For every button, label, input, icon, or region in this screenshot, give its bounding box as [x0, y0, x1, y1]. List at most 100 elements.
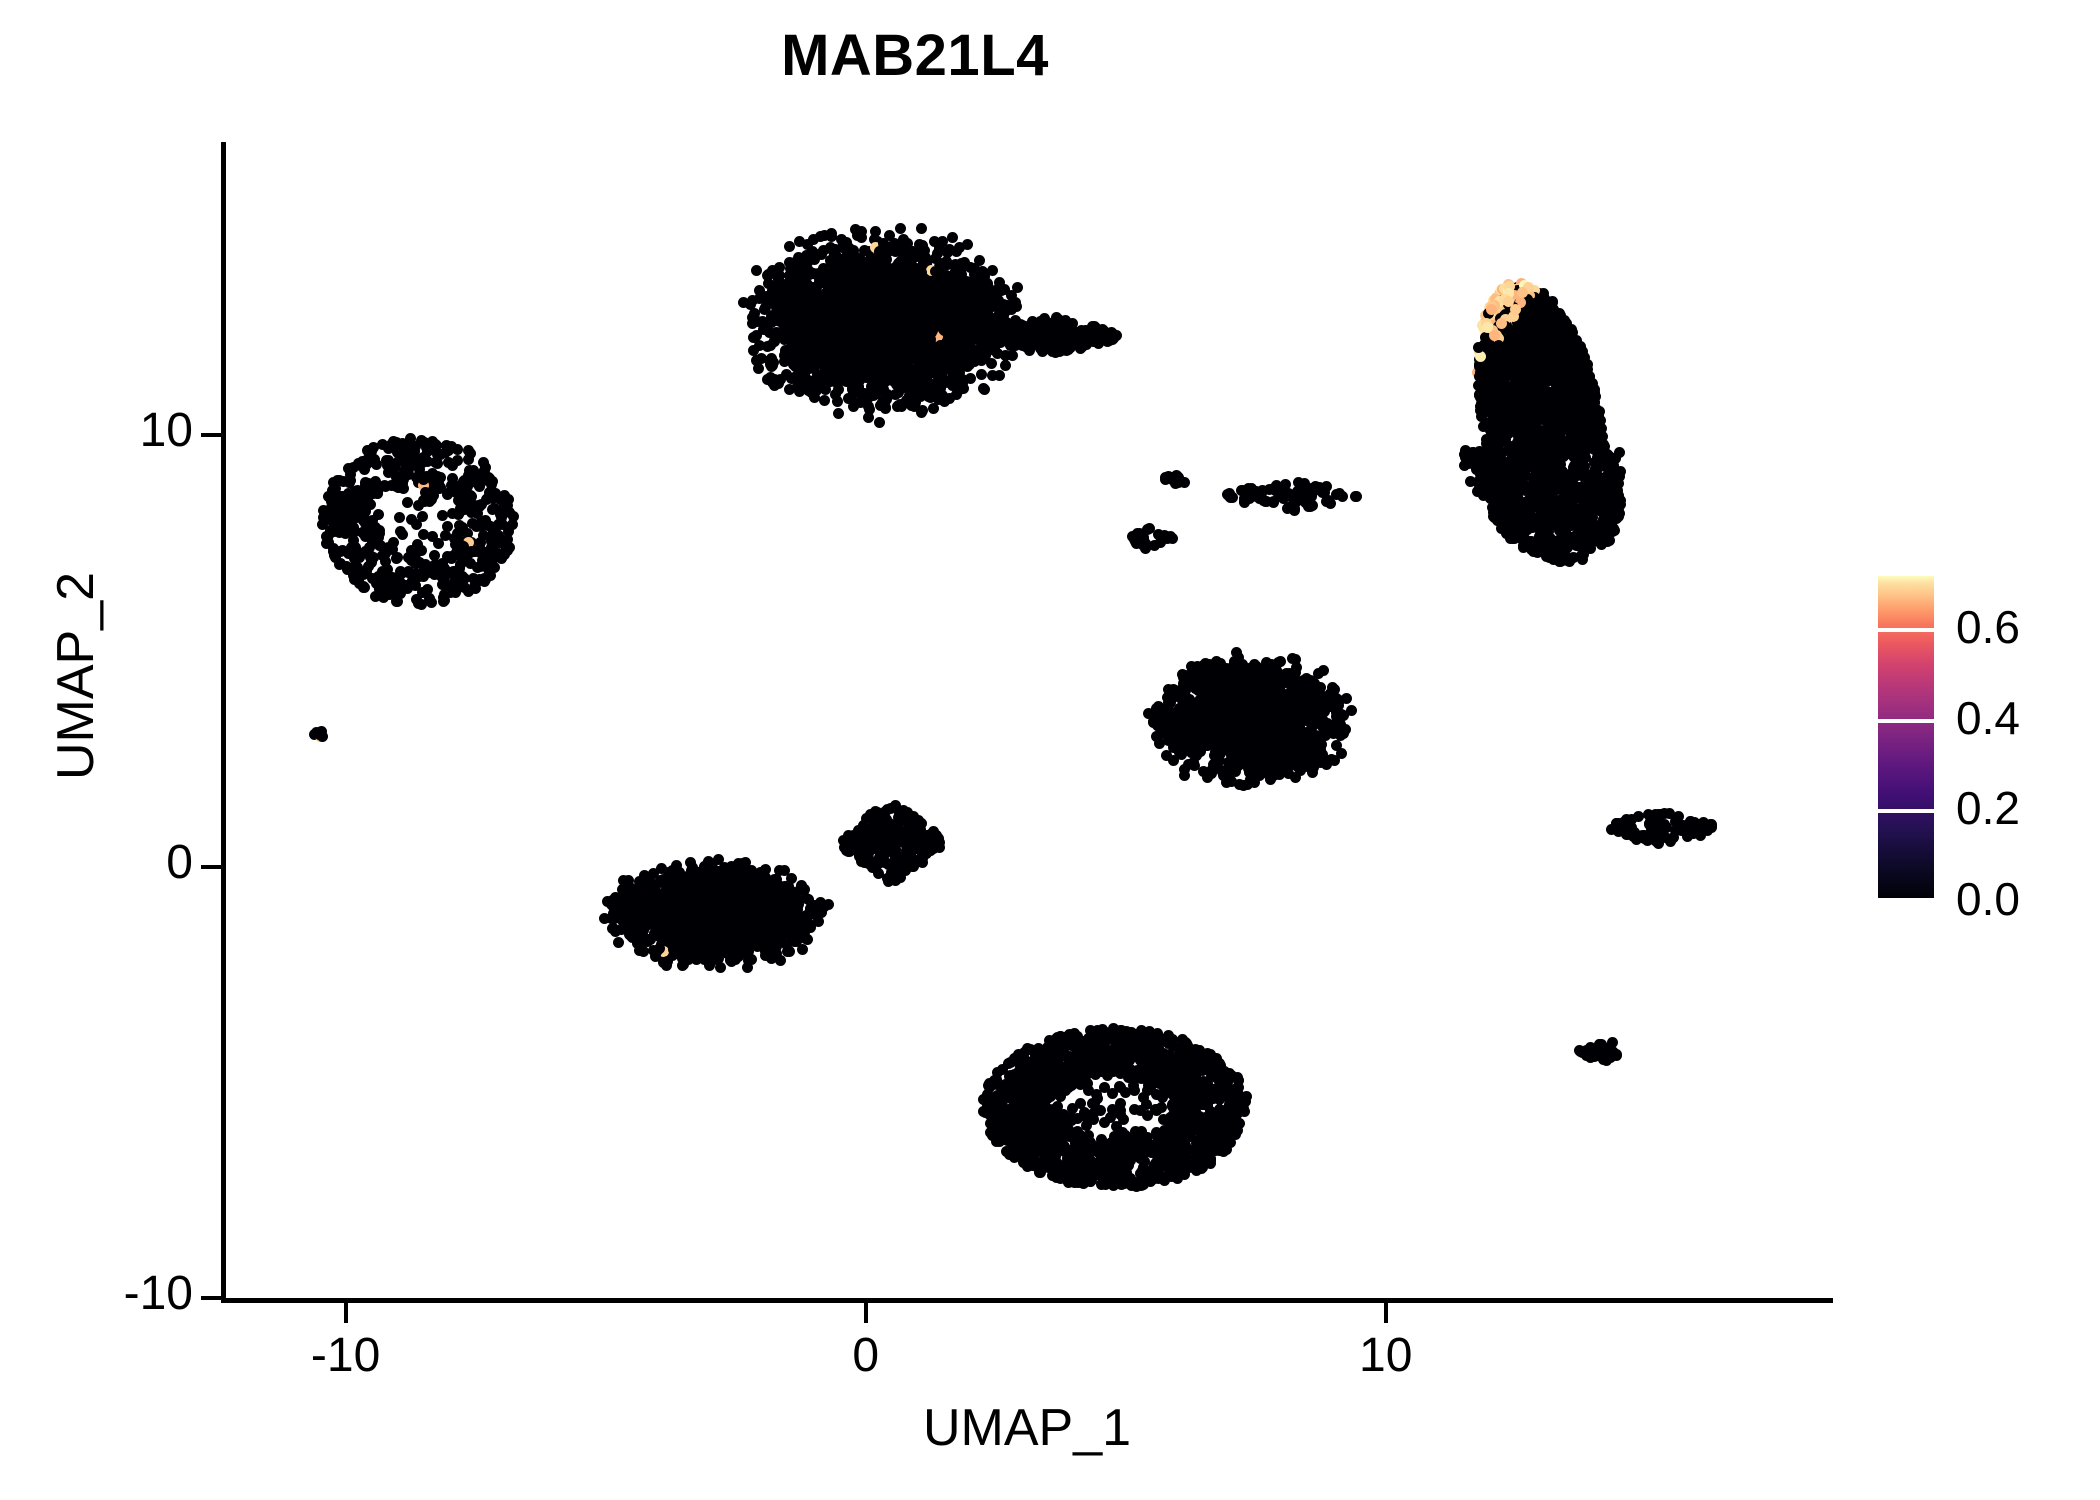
scatter-point — [857, 820, 869, 832]
scatter-point — [729, 907, 741, 919]
scatter-point — [368, 441, 380, 453]
scatter-point — [371, 526, 383, 538]
scatter-point — [422, 584, 434, 596]
scatter-point — [416, 545, 428, 557]
scatter-point — [897, 804, 909, 816]
scatter-point — [357, 568, 369, 580]
scatter-point — [405, 436, 416, 448]
scatter-point — [441, 520, 453, 532]
scatter-point — [483, 519, 495, 531]
scatter-point — [501, 545, 513, 556]
scatter-point — [380, 574, 392, 586]
scatter-point — [846, 339, 858, 351]
scatter-point — [484, 570, 496, 582]
scatter-point — [357, 526, 369, 538]
scatter-point — [412, 539, 424, 551]
scatter-point — [899, 343, 911, 355]
scatter-point — [725, 956, 737, 967]
scatter-point — [744, 298, 756, 310]
scatter-point — [830, 289, 842, 301]
scatter-point — [402, 457, 413, 469]
scatter-point — [322, 536, 334, 548]
scatter-point — [831, 327, 843, 339]
scatter-point — [975, 368, 987, 380]
scatter-point — [348, 553, 360, 565]
scatter-point — [475, 536, 487, 548]
scatter-point — [351, 484, 363, 496]
scatter-point — [866, 859, 878, 871]
scatter-point — [809, 253, 821, 265]
scatter-point — [876, 348, 888, 360]
scatter-point — [480, 546, 492, 558]
scatter-point — [316, 725, 328, 737]
scatter-point — [475, 520, 487, 532]
scatter-point — [480, 514, 491, 526]
scatter-point — [668, 912, 680, 923]
scatter-point — [417, 474, 429, 485]
scatter-point — [417, 528, 429, 540]
scatter-point — [776, 925, 787, 937]
scatter-point — [622, 874, 634, 886]
scatter-point — [391, 595, 403, 607]
scatter-point — [402, 496, 414, 508]
scatter-point — [761, 270, 773, 282]
scatter-point — [894, 354, 906, 366]
scatter-point — [982, 330, 994, 341]
scatter-point — [347, 534, 359, 546]
scatter-point — [1025, 340, 1037, 351]
scatter-point — [870, 813, 882, 825]
scatter-point — [457, 480, 469, 491]
scatter-point — [885, 838, 897, 850]
scatter-point — [962, 238, 974, 250]
scatter-point — [410, 519, 422, 531]
scatter-point — [878, 241, 890, 253]
scatter-point — [877, 294, 889, 306]
scatter-point — [338, 516, 350, 527]
scatter-point — [987, 288, 999, 300]
scatter-point — [711, 888, 723, 900]
scatter-point — [366, 515, 378, 527]
scatter-point — [437, 595, 449, 607]
scatter-point — [782, 285, 794, 297]
scatter-point — [369, 591, 381, 602]
scatter-point — [359, 518, 371, 529]
scatter-point — [466, 517, 478, 529]
scatter-point — [465, 489, 477, 501]
scatter-point — [487, 503, 499, 515]
scatter-point — [783, 384, 795, 396]
scatter-point — [856, 289, 868, 301]
scatter-point — [874, 416, 886, 428]
scatter-point — [489, 490, 501, 502]
scatter-point — [425, 494, 437, 506]
scatter-point — [610, 925, 621, 937]
scatter-point — [432, 537, 444, 549]
scatter-point — [507, 519, 519, 531]
scatter-point — [462, 586, 474, 597]
scatter-point — [395, 568, 407, 579]
scatter-point — [337, 475, 349, 487]
scatter-point — [659, 900, 671, 911]
scatter-point — [454, 490, 466, 502]
scatter-point — [818, 900, 830, 911]
scatter-point — [818, 395, 830, 407]
scatter-point — [450, 586, 462, 598]
scatter-point — [343, 476, 355, 488]
scatter-point — [623, 893, 635, 905]
scatter-point — [872, 868, 884, 880]
scatter-point — [336, 490, 348, 502]
scatter-point — [876, 397, 888, 409]
scatter-point — [409, 458, 421, 470]
scatter-point — [439, 530, 451, 541]
scatter-point — [774, 891, 786, 903]
scatter-point — [752, 315, 763, 327]
scatter-point — [936, 394, 948, 405]
scatter-point — [353, 458, 365, 470]
scatter-point — [813, 916, 825, 928]
scatter-point — [479, 559, 491, 571]
scatter-point — [684, 891, 696, 903]
scatter-point — [441, 580, 453, 592]
scatter-point — [341, 561, 353, 573]
scatter-point — [986, 301, 998, 313]
scatter-point — [362, 478, 374, 490]
